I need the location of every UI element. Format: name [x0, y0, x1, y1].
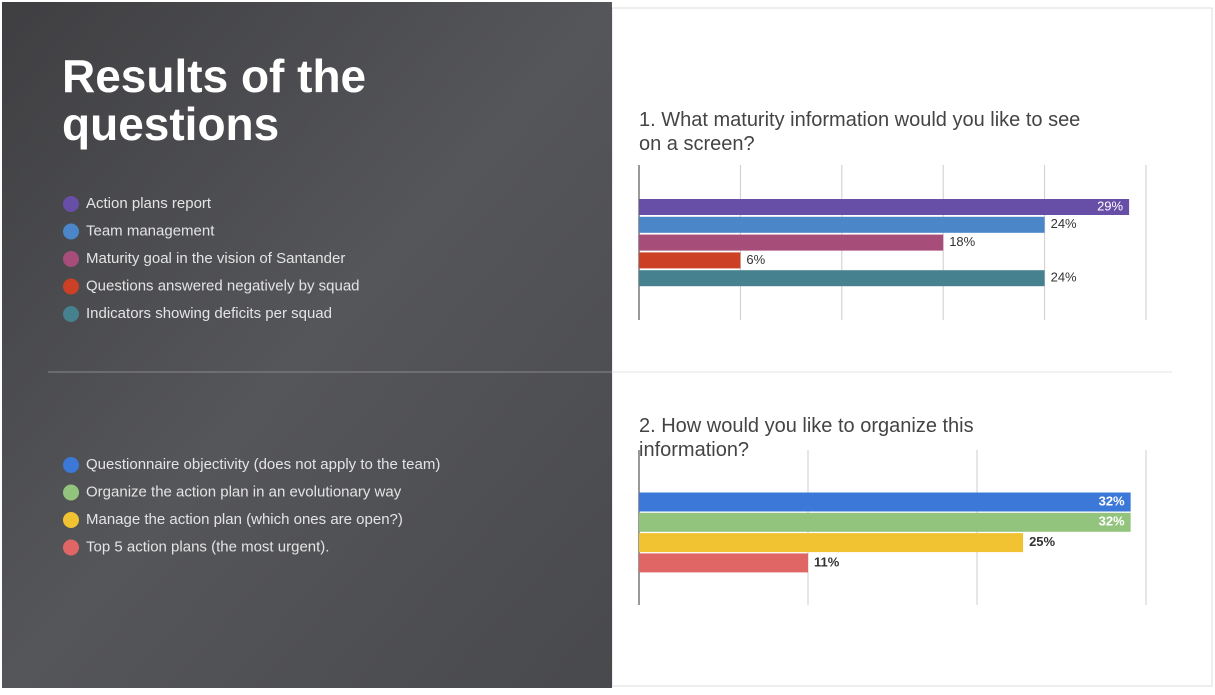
data-label: 32% [1099, 514, 1125, 529]
legend-label: Questions answered negatively by squad [86, 277, 360, 294]
legend-dot [63, 457, 79, 473]
title-line: 1. What maturity information would you l… [639, 109, 1080, 131]
data-label: 32% [1099, 493, 1125, 508]
legend-dot [63, 306, 79, 322]
bar [639, 216, 1045, 233]
data-label: 6% [746, 252, 765, 267]
data-label: 18% [949, 234, 975, 249]
legend-label: Organize the action plan in an evolution… [86, 483, 402, 500]
legend-dot [63, 512, 79, 528]
legend-label: Team management [86, 222, 215, 239]
title-line: on a screen? [639, 133, 755, 155]
legend-dot [63, 278, 79, 295]
title-line: 2. How would you like to organize this [639, 415, 974, 437]
chart-title: 1. What maturity information would you l… [639, 109, 1080, 155]
legend-label: Maturity goal in the vision of Santander [86, 250, 345, 267]
bar [639, 252, 741, 269]
data-label: 25% [1029, 534, 1055, 549]
legend-label: Questionnaire objectivity (does not appl… [86, 456, 440, 473]
bar [639, 270, 1045, 287]
right-panel [611, 7, 1213, 687]
slide-title: Results of the questions [62, 50, 366, 150]
bar [639, 553, 808, 573]
title-line: questions [62, 98, 279, 150]
legend-dot [63, 484, 79, 501]
data-label: 24% [1051, 216, 1077, 231]
legend-dot [63, 539, 79, 556]
bar [639, 512, 1131, 532]
bar [639, 492, 1131, 512]
bar [639, 234, 944, 251]
data-label: 29% [1097, 198, 1123, 213]
bar [639, 533, 1024, 553]
chart-title: 2. How would you like to organize this in… [639, 415, 974, 461]
data-label: 24% [1051, 270, 1077, 285]
legend-label: Action plans report [86, 195, 212, 212]
legend-label: Manage the action plan (which ones are o… [86, 511, 403, 528]
data-label: 11% [814, 554, 840, 569]
legend-dot [63, 196, 79, 212]
title-line: information? [639, 439, 749, 461]
title-line: Results of the [62, 50, 366, 102]
legend-label: Top 5 action plans (the most urgent). [86, 538, 329, 555]
legend-dot [63, 223, 79, 240]
bar [639, 199, 1130, 215]
left-panel [2, 2, 612, 688]
legend-label: Indicators showing deficits per squad [86, 305, 332, 322]
legend-dot [63, 251, 79, 267]
